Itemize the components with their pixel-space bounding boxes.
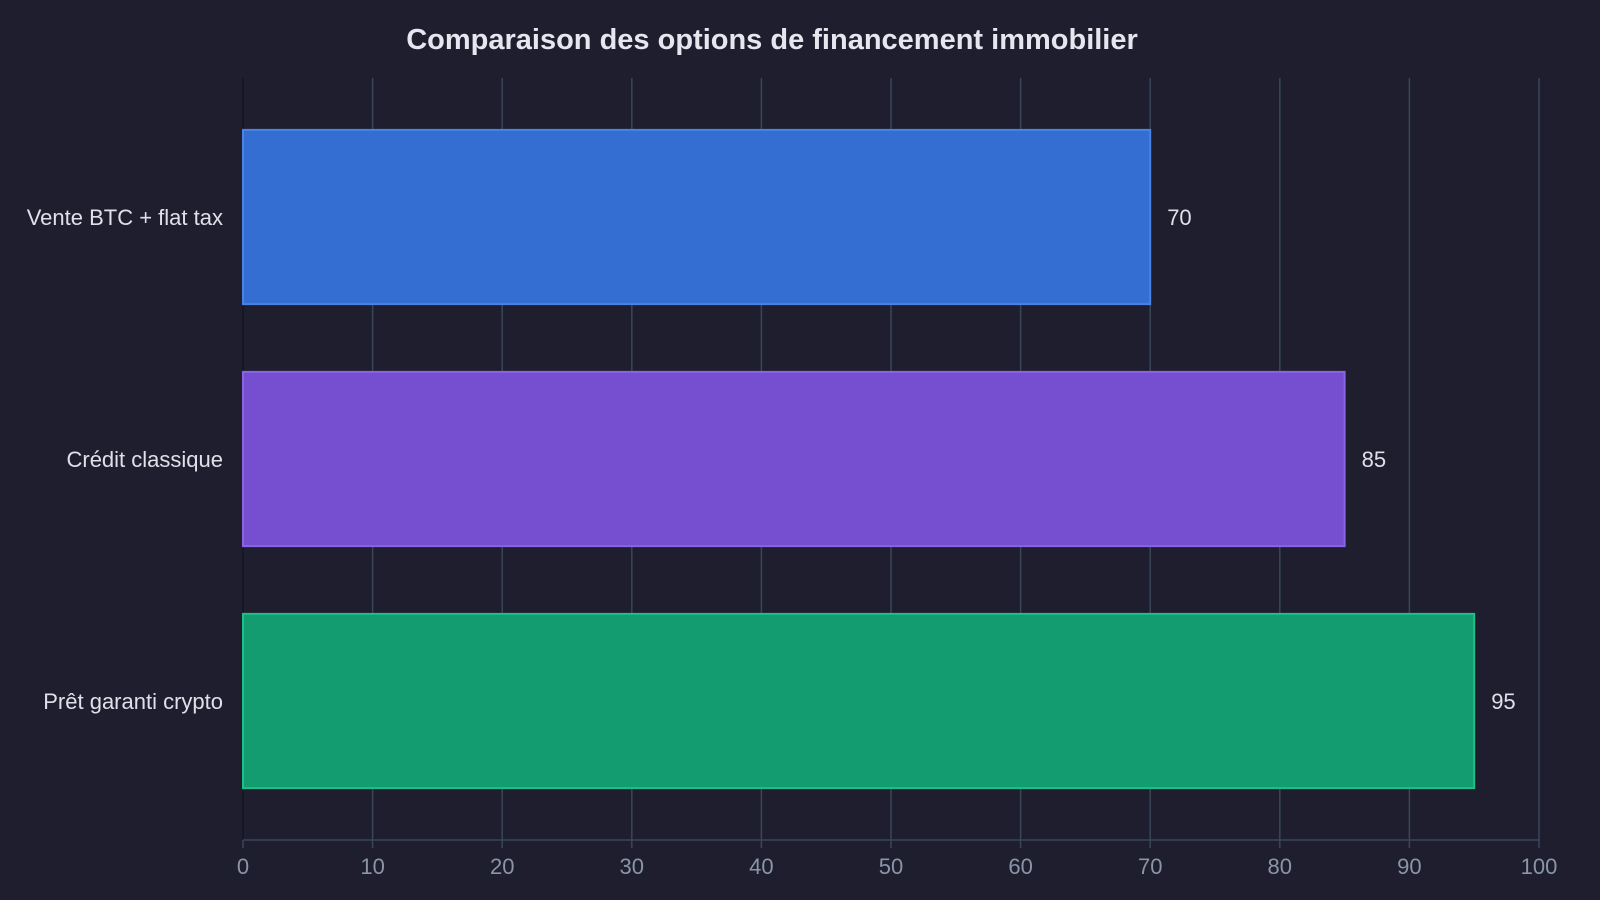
bar-value-label: 95 <box>1491 689 1515 714</box>
x-tick-label: 70 <box>1138 854 1162 879</box>
x-tick-label: 0 <box>237 854 249 879</box>
category-label: Prêt garanti crypto <box>43 689 223 714</box>
x-tick-label: 60 <box>1008 854 1032 879</box>
category-label: Vente BTC + flat tax <box>27 205 223 230</box>
bars: 70 85 95 <box>242 128 1516 790</box>
x-axis: 0 10 20 30 40 50 60 70 80 90 100 <box>237 839 1558 879</box>
bar <box>242 612 1476 790</box>
x-tick-label: 10 <box>360 854 384 879</box>
bar <box>242 128 1152 306</box>
x-tick-label: 100 <box>1521 854 1558 879</box>
x-tick-label: 80 <box>1268 854 1292 879</box>
bar-value-label: 70 <box>1167 205 1191 230</box>
x-tick-label: 40 <box>749 854 773 879</box>
x-tick-label: 50 <box>879 854 903 879</box>
bar <box>242 370 1346 548</box>
category-label: Crédit classique <box>66 447 223 472</box>
x-tick-label: 90 <box>1397 854 1421 879</box>
category-labels: Vente BTC + flat tax Crédit classique Prêt… <box>27 205 223 714</box>
x-tick-label: 30 <box>620 854 644 879</box>
bar-value-label: 85 <box>1362 447 1386 472</box>
x-tick-label: 20 <box>490 854 514 879</box>
chart-title: Comparaison des options de financement i… <box>406 24 1138 56</box>
